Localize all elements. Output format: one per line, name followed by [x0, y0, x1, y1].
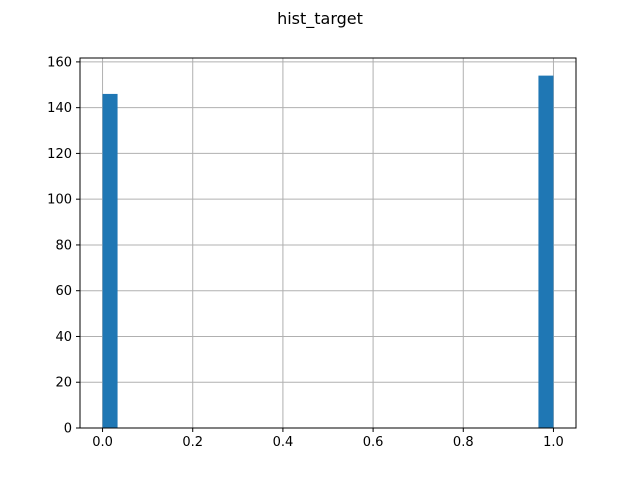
- histogram-bar: [102, 93, 118, 428]
- grid-layer: [80, 58, 576, 429]
- x-tick-label: 0.2: [182, 435, 203, 450]
- y-tick-label: 160: [47, 55, 72, 70]
- y-tick-label: 80: [55, 238, 72, 253]
- x-tick-label: 0.0: [92, 435, 113, 450]
- x-tick-label: 0.4: [273, 435, 294, 450]
- axes-frame: [79, 57, 577, 429]
- y-tick-label: 60: [55, 284, 72, 299]
- y-tick-label: 20: [55, 376, 72, 391]
- x-tick-label: 0.6: [363, 435, 384, 450]
- x-tick-label: 1.0: [543, 435, 564, 450]
- y-tick-label: 0: [64, 422, 72, 437]
- ticks-layer: 0.0 0.2 0.4 0.6 0.8 1.0 0 20 40 60 80 100 120 140 160: [47, 55, 564, 450]
- y-tick-label: 140: [47, 101, 72, 116]
- y-tick-label: 120: [47, 147, 72, 162]
- x-tick-label: 0.8: [453, 435, 474, 450]
- y-tick-label: 100: [47, 193, 72, 208]
- y-tick-label: 40: [55, 330, 72, 345]
- chart-title: hist_target: [277, 9, 363, 29]
- histogram-bar: [538, 75, 554, 428]
- bars-layer: [102, 75, 554, 428]
